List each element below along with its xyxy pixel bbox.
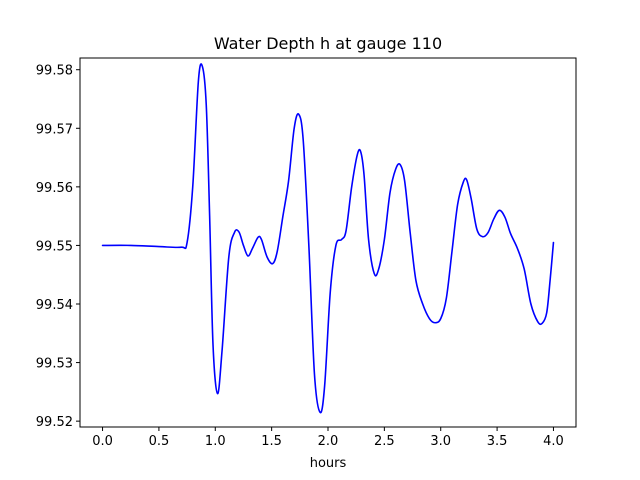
- chart-title: Water Depth h at gauge 110: [214, 34, 442, 53]
- y-tick-label: 99.54: [36, 298, 73, 313]
- x-tick-label: 3.0: [430, 434, 451, 449]
- x-tick-label: 4.0: [543, 434, 564, 449]
- x-tick-label: 2.5: [374, 434, 395, 449]
- x-tick-label: 2.0: [318, 434, 339, 449]
- plot-area-frame: [79, 57, 577, 428]
- x-tick-label: 1.0: [205, 434, 226, 449]
- y-tick-label: 99.56: [36, 181, 73, 196]
- x-tick-label: 1.5: [261, 434, 282, 449]
- y-tick-label: 99.58: [36, 64, 73, 79]
- y-tick-label: 99.55: [36, 239, 73, 254]
- y-axis-ticks: 99.52 99.53 99.54 99.55 99.56 99.57 99.58: [36, 64, 80, 430]
- x-tick-label: 0.5: [149, 434, 170, 449]
- y-tick-label: 99.52: [36, 415, 73, 430]
- x-axis-label: hours: [310, 456, 347, 471]
- x-tick-label: 3.5: [487, 434, 508, 449]
- series-layer: [101, 63, 555, 414]
- y-tick-label: 99.53: [36, 357, 73, 372]
- x-axis-ticks: 0.0 0.5 1.0 1.5 2.0 2.5 3.0 3.5 4.0: [92, 427, 564, 449]
- x-tick-label: 0.0: [92, 434, 113, 449]
- series-line: [101, 63, 555, 414]
- y-tick-label: 99.57: [36, 122, 73, 137]
